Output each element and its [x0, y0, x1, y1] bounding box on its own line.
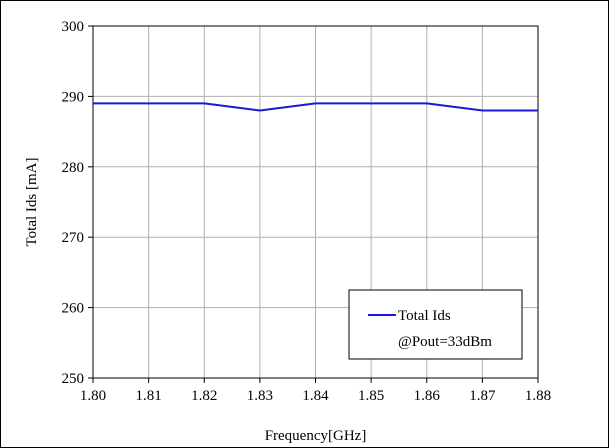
y-tick-label: 270: [62, 230, 85, 246]
legend-label-total-ids: Total Ids: [398, 308, 451, 324]
x-tick-label: 1.85: [358, 388, 384, 404]
x-tick-label: 1.87: [469, 388, 496, 404]
y-tick-label: 280: [62, 160, 85, 176]
y-axis-title: Total Ids [mA]: [24, 158, 40, 247]
x-tick-label: 1.84: [302, 388, 329, 404]
x-tick-label: 1.86: [414, 388, 441, 404]
y-tick-label: 260: [62, 301, 85, 317]
legend: Total Ids @Pout=33dBm: [349, 290, 522, 359]
legend-label-condition: @Pout=33dBm: [398, 334, 492, 350]
y-tick-label: 250: [62, 371, 85, 387]
x-axis-title: Frequency[GHz]: [265, 428, 367, 444]
x-tick-label: 1.88: [525, 388, 551, 404]
x-tick-label: 1.81: [136, 388, 162, 404]
x-tick-label: 1.80: [80, 388, 106, 404]
y-tick-label: 300: [62, 19, 85, 35]
x-tick-label: 1.83: [247, 388, 273, 404]
x-tick-label: 1.82: [191, 388, 217, 404]
y-tick-label: 290: [62, 89, 85, 105]
